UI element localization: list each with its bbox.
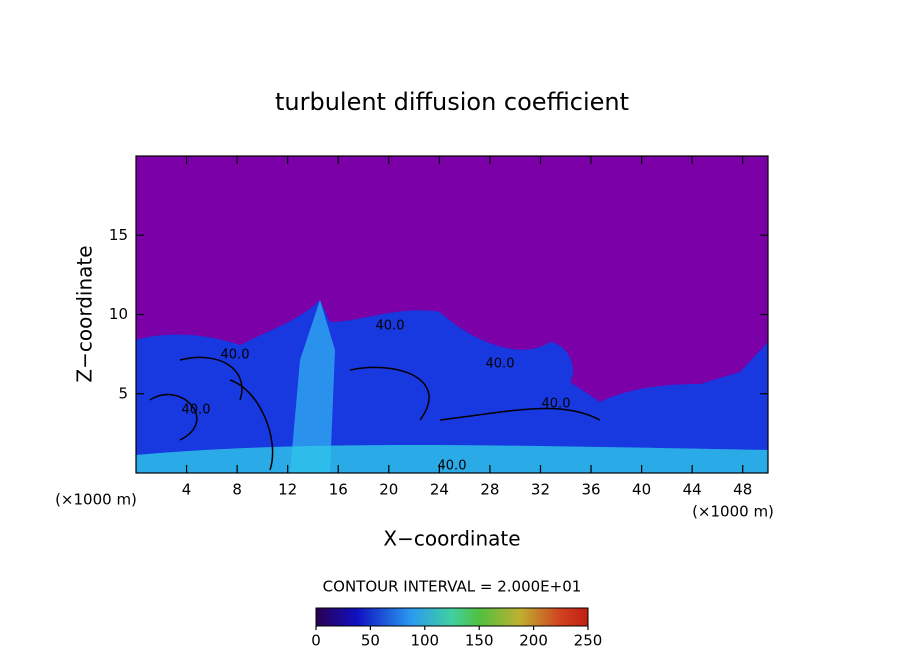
x-tick-label: 16 <box>329 481 348 499</box>
contour-label: 40.0 <box>182 403 211 418</box>
x-tick-label: 36 <box>581 481 600 499</box>
colorbar-tick-label: 250 <box>574 632 603 650</box>
y-tick-label: 10 <box>109 305 128 323</box>
y-tick-label: 15 <box>109 226 128 244</box>
contour-label: 40.0 <box>486 357 515 372</box>
x-tick-label: 44 <box>683 481 702 499</box>
y-axis-label: Z−coordinate <box>73 245 97 382</box>
x-tick-label: 20 <box>379 481 398 499</box>
y-tick-label: 5 <box>118 384 128 402</box>
chart-title: turbulent diffusion coefficient <box>275 88 629 116</box>
field-streak <box>136 445 768 473</box>
contour-interval: CONTOUR INTERVAL = 2.000E+01 <box>323 578 582 596</box>
field-streak <box>290 300 335 473</box>
x-tick-label: 24 <box>430 481 449 499</box>
x-unit: (×1000 m) <box>692 503 774 521</box>
x-tick-label: 40 <box>632 481 651 499</box>
contour-label: 40.0 <box>542 397 571 412</box>
contour-label: 40.0 <box>221 348 250 363</box>
colorbar-tick-label: 200 <box>519 632 548 650</box>
x-tick-label: 28 <box>480 481 499 499</box>
colorbar-tick-label: 0 <box>311 632 321 650</box>
contour-line <box>149 356 601 471</box>
x-axis-label: X−coordinate <box>383 527 520 551</box>
x-tick-label: 12 <box>278 481 297 499</box>
contour-label: 40.0 <box>438 459 467 474</box>
y-unit: (×1000 m) <box>55 491 137 509</box>
x-tick-label: 8 <box>232 481 242 499</box>
colorbar-tick-label: 100 <box>410 632 439 650</box>
colorbar-tick-label: 150 <box>465 632 494 650</box>
contour-label: 40.0 <box>376 319 405 334</box>
x-tick-label: 4 <box>182 481 192 499</box>
x-tick-label: 32 <box>531 481 550 499</box>
x-tick-label: 48 <box>733 481 752 499</box>
colorbar-tick-label: 50 <box>361 632 380 650</box>
colorbar <box>315 607 589 627</box>
